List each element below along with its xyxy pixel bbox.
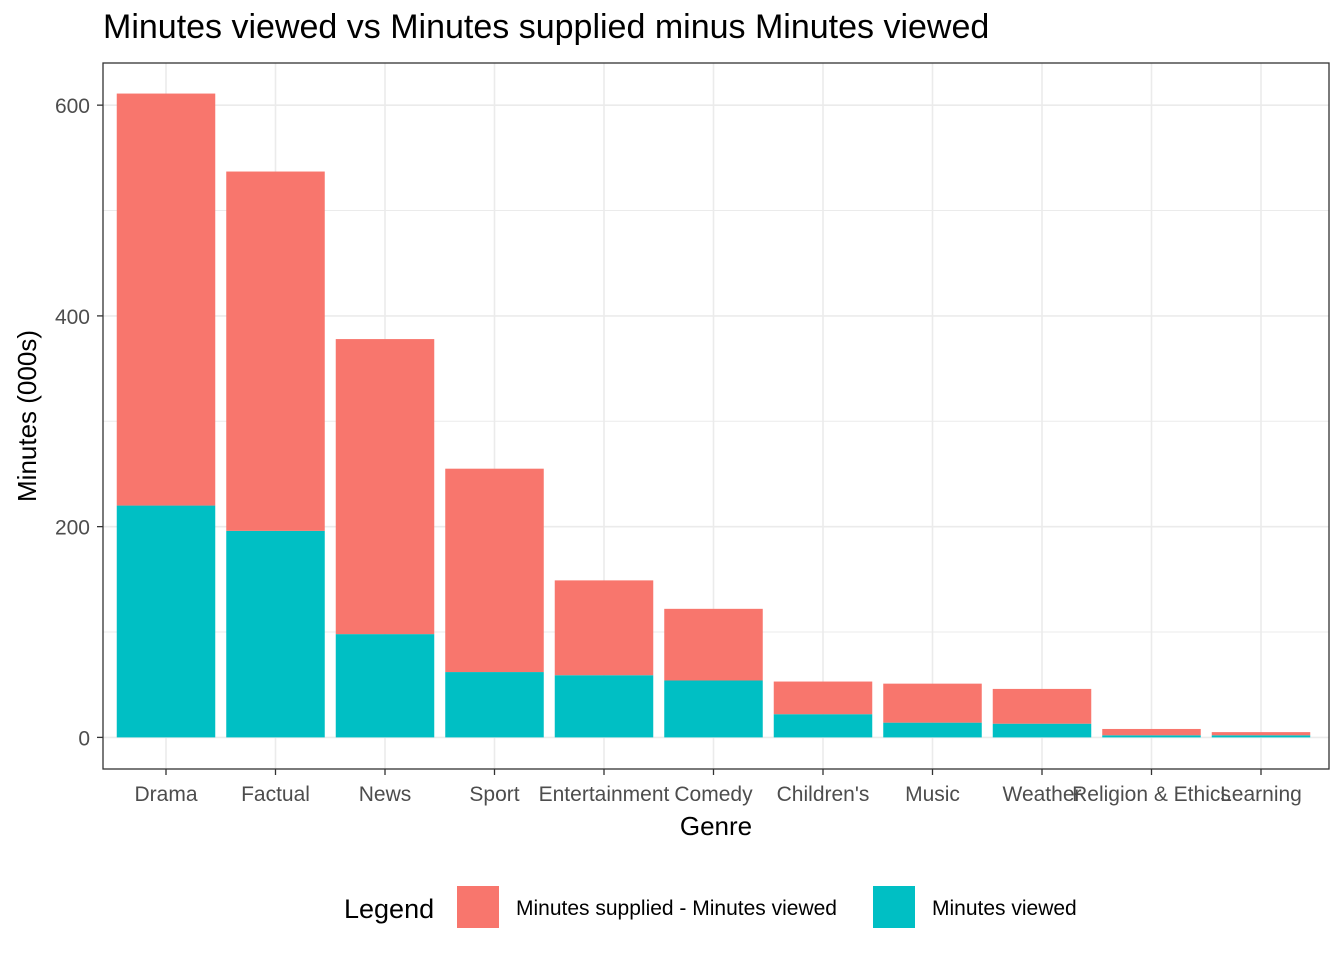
x-tick-label: Factual xyxy=(241,783,310,806)
bar-supplied-minus-viewed-8 xyxy=(992,688,1092,724)
y-tick-label: 200 xyxy=(55,517,90,540)
y-axis-title: Minutes (000s) xyxy=(12,330,42,502)
axis-ticks: 0 200 400 600 Drama Factual News Sport Entertain… xyxy=(55,95,1302,806)
x-tick-label: Entertainment xyxy=(539,783,670,806)
legend: Legend Minutes supplied - Minutes viewed… xyxy=(0,880,1344,940)
x-tick-label: Music xyxy=(905,783,960,806)
bar-viewed-5 xyxy=(664,680,763,738)
bar-viewed-7 xyxy=(883,722,982,738)
plot-panel-border xyxy=(102,62,1330,770)
bar-supplied-minus-viewed-2 xyxy=(335,339,435,635)
x-tick-label: News xyxy=(359,783,412,806)
x-tick-label: Religion & Ethics xyxy=(1072,783,1231,806)
legend-key-supplied-minus-viewed xyxy=(457,886,499,928)
bar-viewed-3 xyxy=(445,672,544,738)
bar-viewed-9 xyxy=(1102,735,1201,738)
x-tick-label: Learning xyxy=(1220,783,1302,806)
x-tick-label: Children's xyxy=(777,783,870,806)
bar-viewed-2 xyxy=(335,634,435,738)
x-tick-label: Drama xyxy=(134,783,197,806)
bar-supplied-minus-viewed-4 xyxy=(554,580,654,676)
legend-key-viewed xyxy=(873,886,915,928)
bar-supplied-minus-viewed-10 xyxy=(1211,732,1311,736)
x-tick-label: Sport xyxy=(469,783,519,806)
x-axis-title: Genre xyxy=(680,811,752,841)
legend-label-viewed: Minutes viewed xyxy=(932,897,1077,920)
legend-title: Legend xyxy=(344,894,435,924)
bar-viewed-0 xyxy=(116,505,216,738)
x-tick-label: Weather xyxy=(1003,783,1082,806)
bars xyxy=(116,93,1311,738)
y-tick-label: 600 xyxy=(55,95,90,118)
bar-viewed-6 xyxy=(773,714,873,738)
bar-supplied-minus-viewed-0 xyxy=(116,93,216,506)
chart-title: Minutes viewed vs Minutes supplied minus… xyxy=(103,8,990,46)
bar-supplied-minus-viewed-7 xyxy=(883,683,982,723)
y-tick-label: 0 xyxy=(78,727,90,750)
chart-canvas: 0 200 400 600 Drama Factual News Sport Entertain… xyxy=(12,62,1330,841)
bar-viewed-4 xyxy=(554,675,654,738)
bar-viewed-10 xyxy=(1211,735,1311,738)
bar-viewed-8 xyxy=(992,723,1092,738)
bar-supplied-minus-viewed-9 xyxy=(1102,728,1201,736)
bar-supplied-minus-viewed-6 xyxy=(773,681,873,715)
bar-supplied-minus-viewed-5 xyxy=(664,608,763,681)
y-tick-label: 400 xyxy=(55,306,90,329)
bar-viewed-1 xyxy=(226,530,325,738)
legend-label-supplied-minus-viewed: Minutes supplied - Minutes viewed xyxy=(516,897,837,920)
bar-supplied-minus-viewed-3 xyxy=(445,468,544,673)
x-tick-label: Comedy xyxy=(674,783,753,806)
bar-supplied-minus-viewed-1 xyxy=(226,171,325,531)
